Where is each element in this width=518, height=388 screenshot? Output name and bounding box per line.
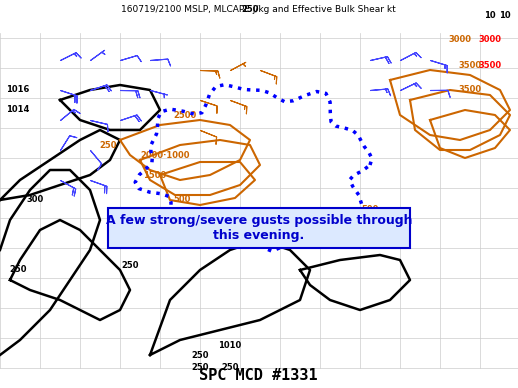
Text: 250: 250	[191, 350, 209, 360]
Text: 2000·1000: 2000·1000	[140, 151, 190, 159]
Text: 3500: 3500	[479, 61, 501, 69]
Text: SPC MCD #1331: SPC MCD #1331	[199, 369, 318, 383]
Text: 1014: 1014	[6, 106, 30, 114]
Text: 1010: 1010	[219, 341, 241, 350]
Text: 250: 250	[9, 265, 27, 274]
Text: 10: 10	[484, 10, 496, 19]
Text: 250: 250	[241, 5, 259, 14]
Text: 250: 250	[191, 364, 209, 372]
Text: 3500: 3500	[458, 61, 482, 69]
Text: 1016: 1016	[6, 85, 30, 95]
Text: 250: 250	[121, 260, 139, 270]
Text: 1500: 1500	[143, 170, 167, 180]
Text: 500: 500	[362, 206, 379, 215]
Text: 3500: 3500	[458, 85, 482, 95]
FancyBboxPatch shape	[108, 208, 410, 248]
Text: 160719/2100 MSLP, MLCAPE j/kg and Effective Bulk Shear kt: 160719/2100 MSLP, MLCAPE j/kg and Effect…	[121, 5, 395, 14]
Text: 10: 10	[499, 10, 511, 19]
Text: 250: 250	[99, 140, 117, 149]
Text: 3000: 3000	[449, 35, 471, 45]
Text: 500: 500	[174, 196, 191, 204]
Text: 2500: 2500	[174, 111, 197, 120]
Text: A few strong/severe gusts possible through
this evening.: A few strong/severe gusts possible throu…	[106, 214, 412, 242]
Text: 3000: 3000	[479, 35, 501, 45]
Text: 250: 250	[221, 364, 239, 372]
Text: 300: 300	[26, 196, 44, 204]
